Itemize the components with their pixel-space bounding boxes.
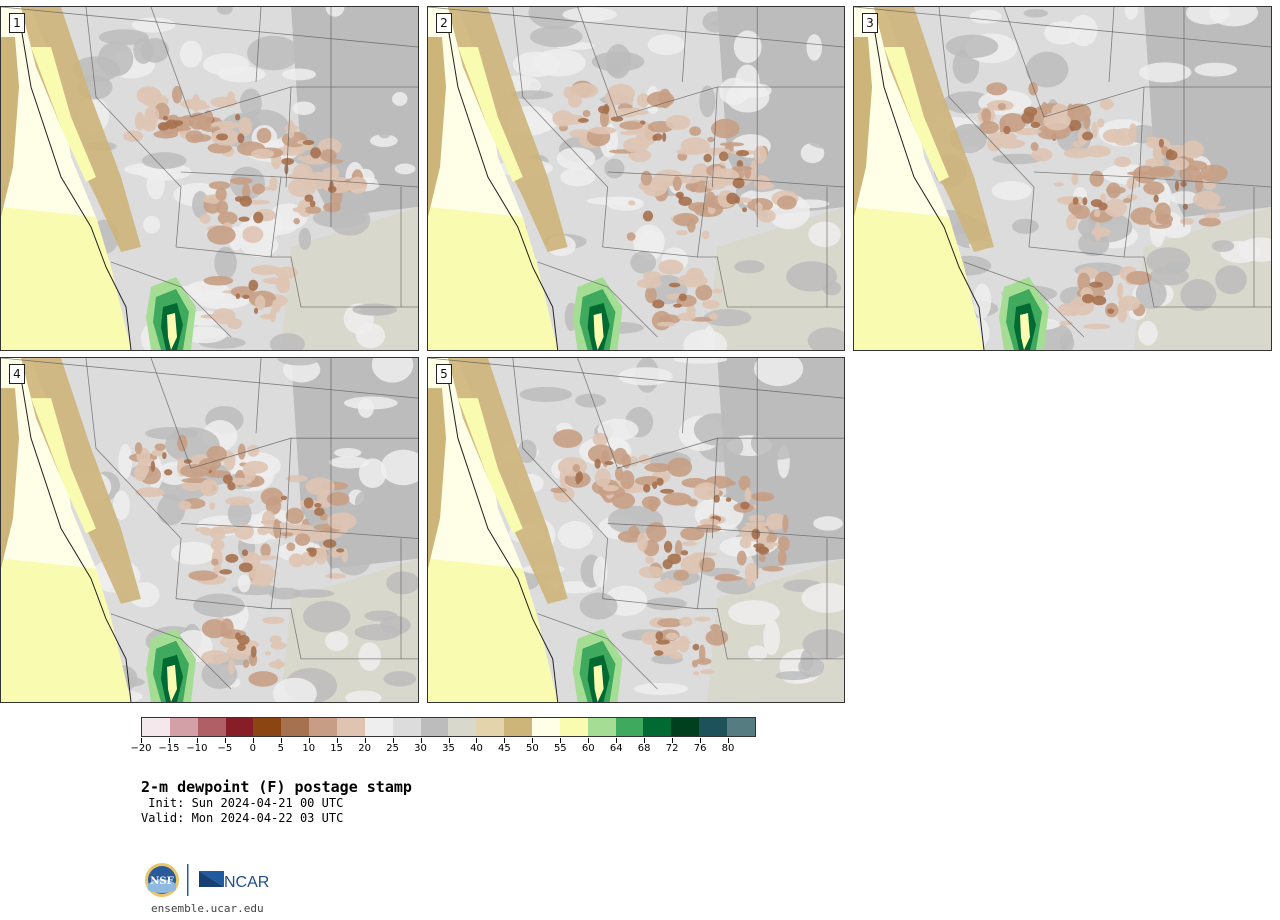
postage-stamp-3: 3 (853, 6, 1272, 351)
colorbar-tick-label: 55 (553, 743, 567, 754)
postage-stamp-2: 2 (427, 6, 845, 351)
dewpoint-map (1, 358, 418, 702)
colorbar-tick-label: 15 (330, 743, 344, 754)
colorbar-swatch (476, 718, 505, 736)
colorbar-swatch (420, 718, 449, 736)
colorbar-tick-label: 20 (358, 743, 371, 754)
colorbar-tick (196, 738, 198, 743)
colorbar-swatch (364, 718, 393, 736)
colorbar-swatch (253, 718, 282, 736)
colorbar-tick-label: 50 (525, 743, 539, 754)
colorbar-swatch (281, 718, 310, 736)
colorbar-tick (560, 738, 562, 743)
colorbar-swatch (225, 718, 254, 736)
dewpoint-map (854, 7, 1271, 350)
stamp-number-label: 2 (436, 13, 452, 33)
colorbar-tick (168, 738, 170, 743)
dewpoint-map (428, 358, 844, 702)
colorbar-tick (504, 738, 506, 743)
colorbar-swatch (337, 718, 365, 736)
colorbar-tick (392, 738, 394, 743)
colorbar-tick (644, 738, 646, 743)
colorbar-tick (308, 738, 310, 743)
colorbar-tick (616, 738, 618, 743)
logo-divider (187, 864, 189, 896)
colorbar-tick-label: −15 (158, 743, 180, 754)
colorbar-tick (588, 738, 590, 743)
sponsor-logos: NSF NCAR (145, 863, 269, 897)
colorbar-tick (672, 738, 674, 743)
colorbar-tick-label: 76 (693, 743, 707, 754)
stamp-number-label: 1 (9, 13, 25, 33)
colorbar-tick (532, 738, 534, 743)
dewpoint-map (428, 7, 844, 350)
colorbar-swatch (615, 718, 644, 736)
colorbar-tick-label: −20 (130, 743, 152, 754)
website-url[interactable]: ensemble.ucar.edu (151, 902, 264, 915)
postage-stamp-4: 4 (0, 357, 419, 703)
stamp-number-label: 5 (436, 364, 452, 384)
colorbar-tick-label: 25 (386, 743, 399, 754)
colorbar-tick-label: 0 (249, 743, 256, 754)
chart-title: 2-m dewpoint (F) postage stamp (141, 778, 412, 796)
colorbar-tick-label: 10 (302, 743, 316, 754)
colorbar-tick (336, 738, 338, 743)
colorbar-tick (280, 738, 282, 743)
valid-time: Valid: Mon 2024-04-22 03 UTC (141, 811, 344, 825)
colorbar-tick-label: 80 (721, 743, 735, 754)
nsf-logo: NSF (145, 863, 179, 897)
ncar-logo: NCAR (199, 871, 269, 891)
colorbar-swatch (197, 718, 226, 736)
colorbar-tick-labels: −20 −15 −10 −5 0 5 10 15 20 25 30 35 40 45 50 55 60 64 68 7… (130, 738, 756, 760)
colorbar-tick (420, 738, 422, 743)
colorbar-tick-label: 72 (665, 743, 679, 754)
colorbar-swatch (532, 718, 560, 736)
colorbar-swatch (559, 718, 588, 736)
colorbar-tick-label: 68 (637, 743, 651, 754)
colorbar-swatch (169, 718, 198, 736)
colorbar-tick-label: 35 (442, 743, 455, 754)
stamp-number-label: 4 (9, 364, 25, 384)
dewpoint-map (1, 7, 418, 350)
colorbar-tick (700, 738, 702, 743)
colorbar-tick (141, 738, 142, 743)
colorbar-swatch (587, 718, 616, 736)
colorbar-swatch (643, 718, 672, 736)
postage-stamp-5: 5 (427, 357, 845, 703)
stamp-number-label: 3 (862, 13, 878, 33)
colorbar-swatch (448, 718, 477, 736)
init-time: Init: Sun 2024-04-21 00 UTC (141, 796, 344, 810)
colorbar-tick-label: 60 (581, 743, 595, 754)
colorbar-swatch (504, 718, 533, 736)
colorbar-swatch (392, 718, 421, 736)
colorbar-tick-label: 40 (470, 743, 483, 754)
colorbar-tick-label: 5 (277, 743, 284, 754)
colorbar-tick (476, 738, 478, 743)
nsf-logo-text: NSF (150, 876, 173, 887)
colorbar-swatch (142, 718, 170, 736)
colorbar-tick (252, 738, 254, 743)
colorbar-tick-label: −5 (217, 743, 233, 754)
colorbar-swatch (727, 718, 755, 736)
colorbar-tick-label: 64 (609, 743, 623, 754)
dewpoint-colorbar (141, 717, 756, 737)
colorbar-swatch (671, 718, 700, 736)
colorbar-tick-label: 45 (498, 743, 511, 754)
colorbar-tick (224, 738, 226, 743)
colorbar-tick (364, 738, 366, 743)
colorbar-tick (448, 738, 450, 743)
postage-stamp-1: 1 (0, 6, 419, 351)
colorbar-tick (728, 738, 730, 743)
colorbar-swatch (309, 718, 338, 736)
colorbar-swatch (699, 718, 728, 736)
colorbar-tick-label: −10 (186, 743, 208, 754)
ncar-logo-text: NCAR (224, 874, 269, 891)
colorbar-tick-label: 30 (414, 743, 427, 754)
